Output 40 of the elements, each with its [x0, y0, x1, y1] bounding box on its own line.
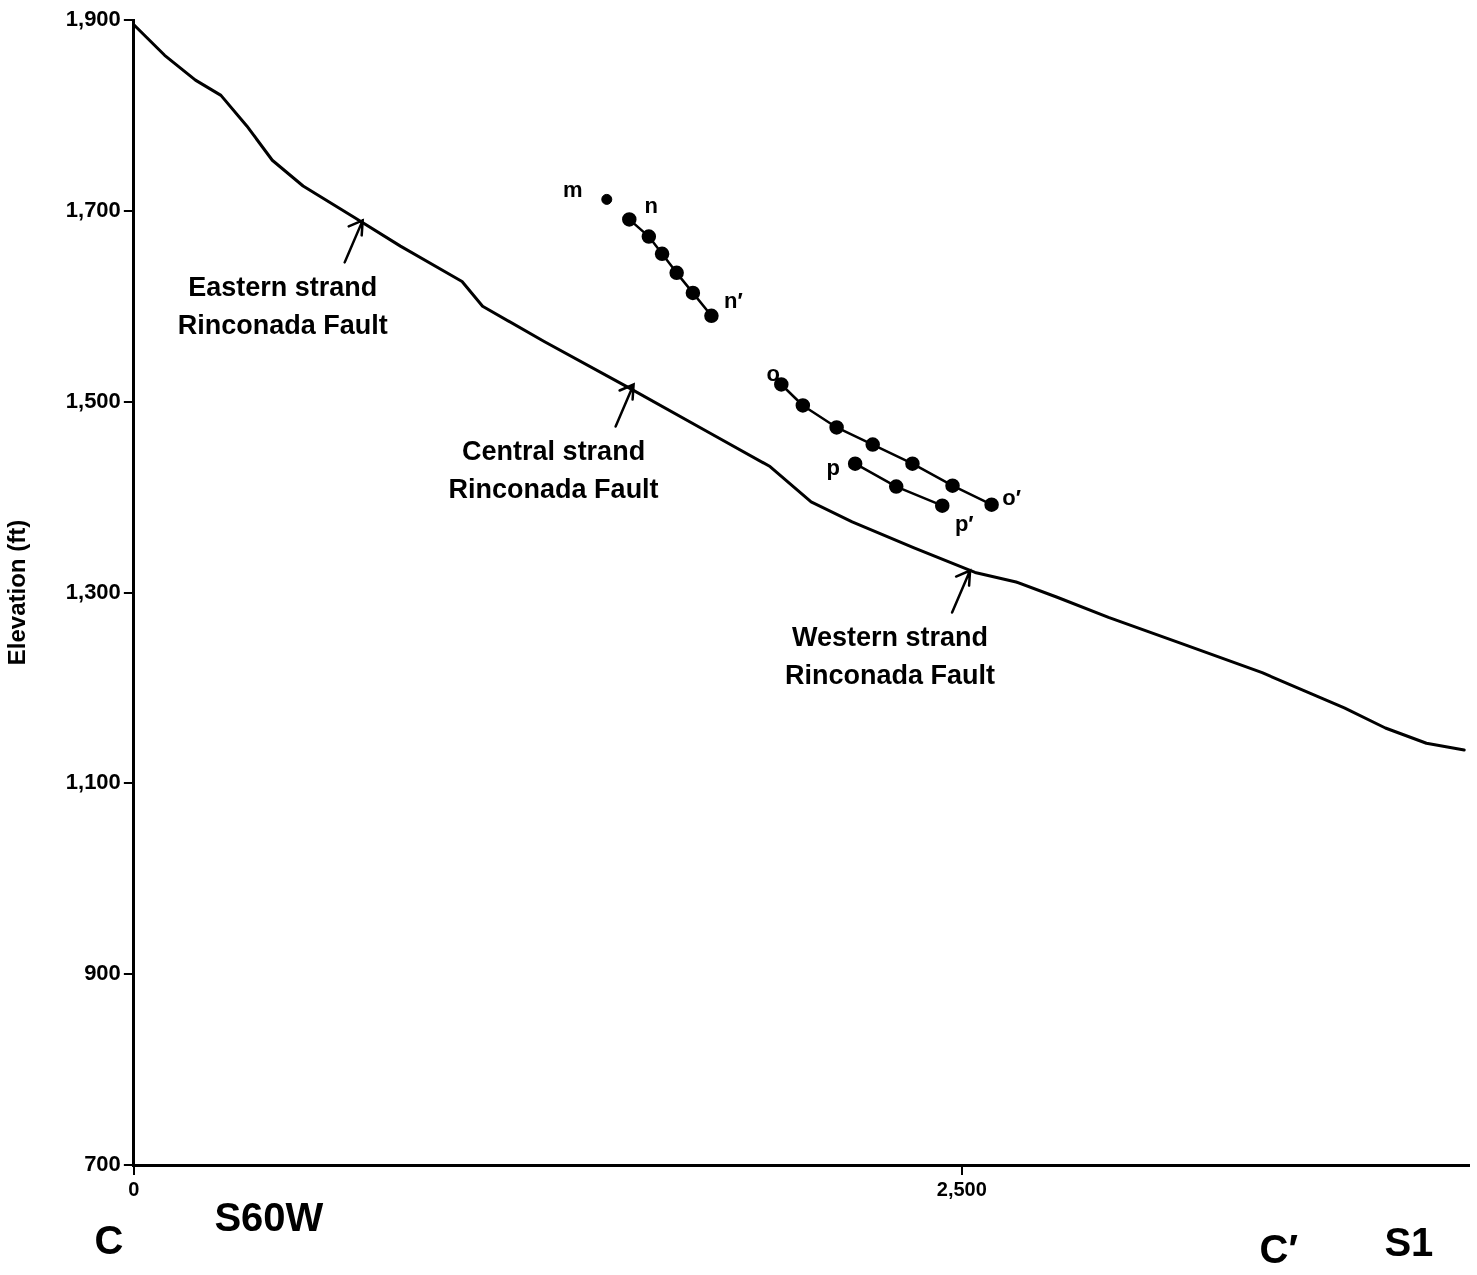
y-tick-label: 1,500 — [65, 387, 121, 413]
point — [888, 479, 904, 494]
y-tick-label: 700 — [84, 1151, 121, 1177]
y-tick-label: 1,900 — [65, 6, 121, 32]
point — [795, 398, 811, 413]
text: C — [94, 1218, 124, 1263]
annotation: Central strand Rinconada Fault — [448, 435, 659, 504]
point — [641, 229, 657, 244]
x-tick-label: 2,500 — [936, 1177, 987, 1200]
annotation: m — [562, 177, 583, 203]
point — [935, 498, 950, 513]
y-tick-label: 900 — [84, 960, 121, 986]
y-tick-label: 1,100 — [65, 769, 121, 795]
text: C′ — [1259, 1227, 1299, 1272]
point — [984, 497, 999, 512]
annotation: n — [644, 193, 659, 219]
text: S1 — [1384, 1220, 1434, 1265]
annotation: n′ — [724, 287, 743, 313]
x-tick-label: 0 — [128, 1177, 140, 1200]
annotation: Eastern strand Rinconada Fault — [177, 271, 388, 340]
text: S60W — [214, 1195, 324, 1240]
point — [865, 437, 880, 452]
point — [654, 246, 670, 262]
y-tick-label: 1,300 — [65, 578, 121, 604]
annotation: Western strand Rinconada Fault — [785, 622, 996, 691]
point — [829, 420, 844, 435]
annotation: p — [826, 454, 840, 480]
y-tick-label: 1,700 — [65, 196, 121, 222]
y-axis-title: Elevation (ft) — [3, 519, 31, 666]
annotation: p′ — [954, 510, 974, 536]
point — [704, 308, 719, 324]
point — [669, 265, 684, 281]
point — [685, 285, 701, 301]
annotation: o′ — [1002, 484, 1021, 510]
annotation: o — [766, 360, 781, 386]
point — [905, 456, 920, 471]
point — [847, 456, 863, 471]
point — [945, 478, 960, 493]
point — [622, 212, 637, 227]
point — [601, 193, 613, 205]
